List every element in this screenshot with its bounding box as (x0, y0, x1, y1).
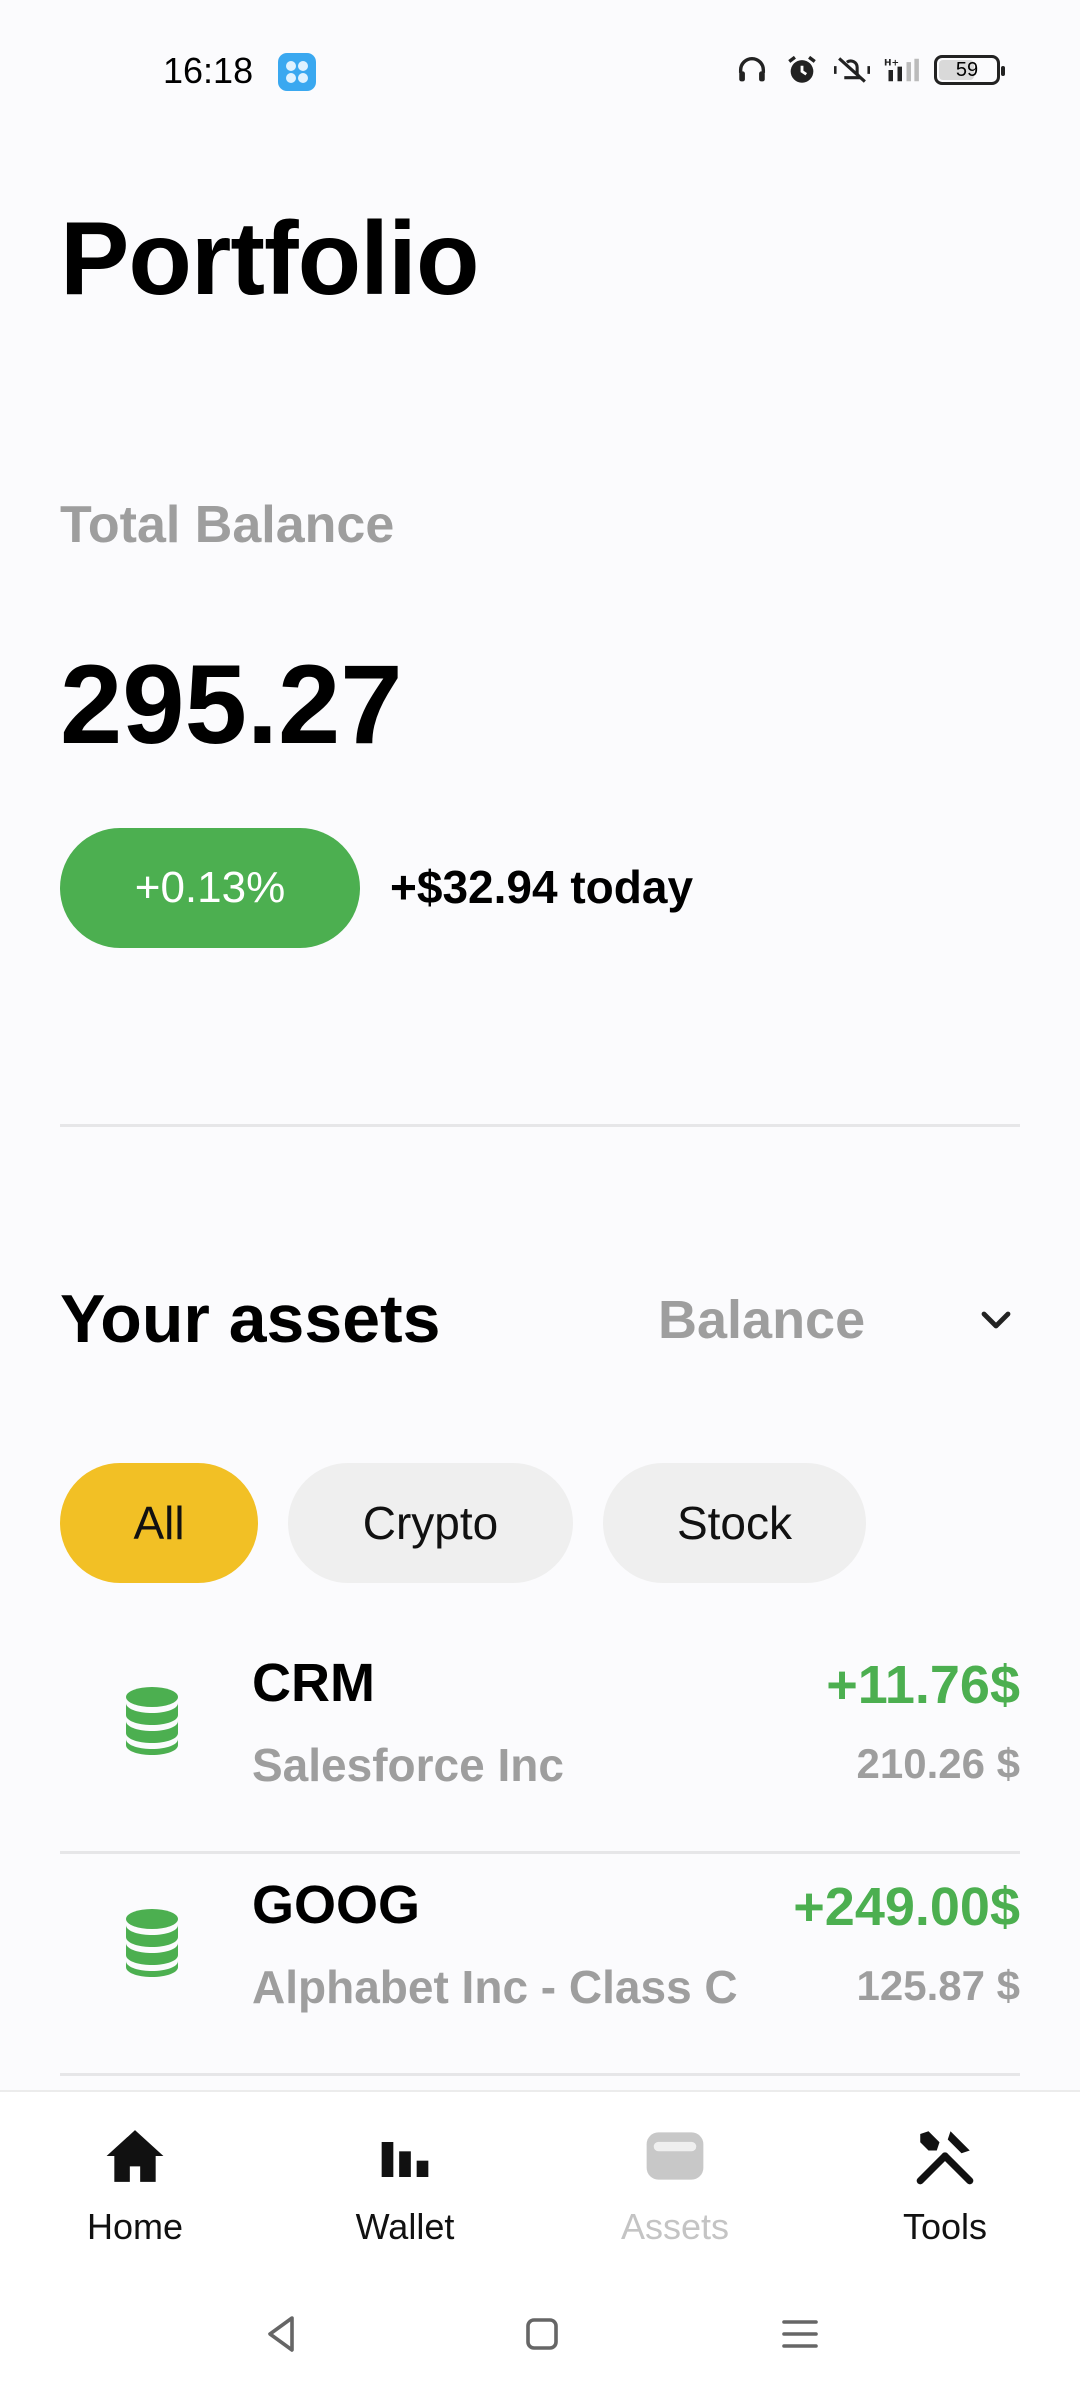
menu-icon[interactable] (776, 2310, 824, 2358)
chevron-down-icon (972, 1296, 1020, 1344)
today-change-text: +$32.94 today (390, 861, 694, 913)
status-time: 16:18 (163, 50, 254, 91)
nav-label-assets: Assets (620, 2206, 730, 2247)
battery-icon: 59 (934, 55, 1005, 85)
home-icon (99, 2120, 171, 2192)
asset-value: 210.26 $ (856, 1740, 1021, 1787)
filter-chip-stock[interactable]: Stock (603, 1463, 866, 1583)
alarm-icon (784, 52, 820, 88)
row-divider (60, 2073, 1020, 2076)
sort-selected-value: Balance (658, 1290, 866, 1350)
change-percent-badge: +0.13% (60, 828, 360, 948)
row-divider (60, 1851, 1020, 1854)
asset-row[interactable]: GOOG Alphabet Inc - Class C +249.00$ 125… (60, 1852, 1020, 2072)
nav-label-home: Home (86, 2206, 184, 2247)
database-icon (122, 1907, 182, 1979)
total-balance-label: Total Balance (60, 496, 395, 554)
bar-chart-icon (369, 2120, 441, 2192)
asset-name: Salesforce Inc (252, 1739, 564, 1791)
nav-label-tools: Tools (902, 2206, 988, 2247)
status-icons: H+ 59 (734, 52, 1005, 88)
asset-row[interactable]: CRM Salesforce Inc +11.76$ 210.26 $ (60, 1630, 1020, 1850)
signal-icon: H+ (884, 52, 920, 88)
battery-level: 59 (955, 58, 979, 81)
svg-text:H+: H+ (884, 59, 899, 69)
sort-dropdown[interactable]: Balance (658, 1285, 1020, 1355)
asset-symbol: GOOG (252, 1875, 421, 1935)
nav-item-tools[interactable]: Tools (845, 2120, 1045, 2270)
asset-symbol: CRM (252, 1653, 375, 1713)
mute-icon (834, 52, 870, 88)
assets-section-title: Your assets (60, 1281, 441, 1357)
nav-item-assets[interactable]: Assets (575, 2120, 775, 2270)
section-divider (60, 1124, 1020, 1127)
asset-filter-chips: All Crypto Stock (60, 1463, 866, 1583)
filter-chip-crypto[interactable]: Crypto (288, 1463, 573, 1583)
database-icon (122, 1685, 182, 1757)
asset-value: 125.87 $ (856, 1962, 1021, 2009)
asset-name: Alphabet Inc - Class C (252, 1961, 738, 2013)
system-navigation-bar (0, 2290, 1080, 2380)
home-button-icon[interactable] (518, 2310, 566, 2358)
nav-label-wallet: Wallet (355, 2206, 455, 2247)
asset-gain: +249.00$ (793, 1877, 1020, 1937)
status-bar: 16:18 H+ 59 (0, 0, 1080, 140)
filter-chip-all[interactable]: All (60, 1463, 258, 1583)
asset-gain: +11.76$ (826, 1655, 1020, 1715)
nav-item-home[interactable]: Home (35, 2120, 235, 2270)
wallet-icon (639, 2120, 711, 2192)
back-icon[interactable] (258, 2310, 306, 2358)
app-notification-icon (278, 53, 316, 91)
total-balance-value: 295.27 (60, 642, 403, 767)
page-title: Portfolio (60, 201, 479, 317)
headphones-icon (734, 52, 770, 88)
nav-item-wallet[interactable]: Wallet (305, 2120, 505, 2270)
tools-icon (909, 2120, 981, 2192)
